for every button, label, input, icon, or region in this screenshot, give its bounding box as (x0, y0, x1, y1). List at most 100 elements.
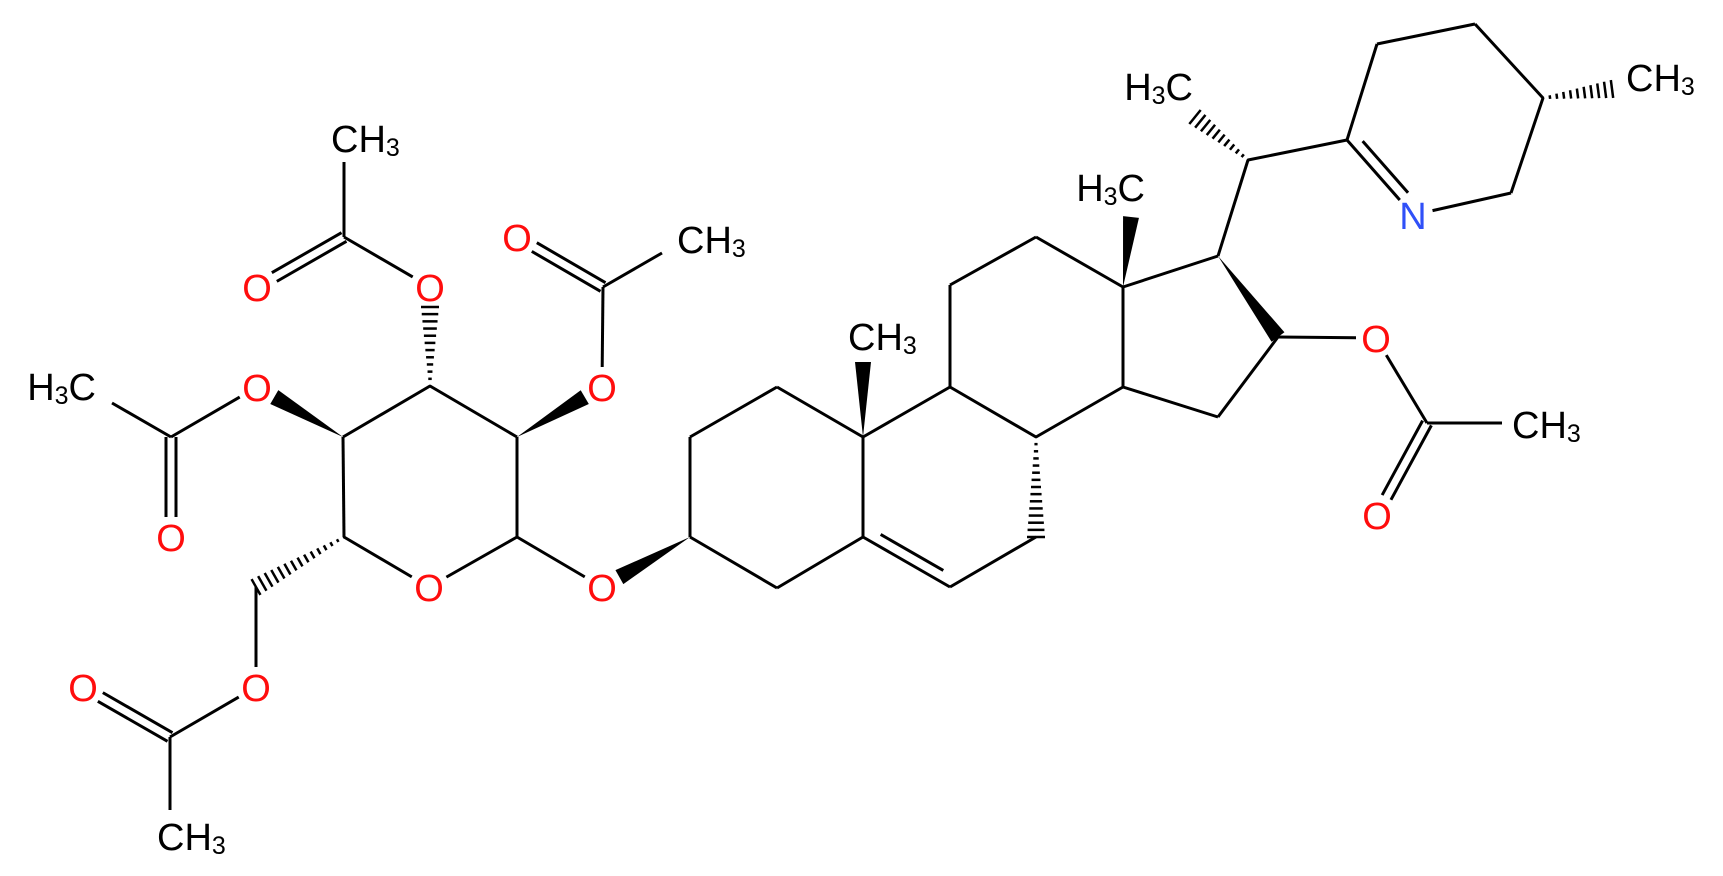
single-bond (862, 385, 951, 439)
single-bond (1247, 138, 1348, 162)
single-bond (1216, 336, 1280, 418)
wedge-bond (855, 362, 871, 437)
hash-mark (1194, 114, 1207, 129)
bonds (97, 22, 1615, 810)
methyl-group-label: CH3 (848, 317, 917, 360)
single-bond (949, 535, 1037, 589)
hash-mark (1205, 123, 1217, 136)
wedge-bond (615, 537, 690, 585)
double-bond-line (1389, 424, 1433, 501)
double-bond-line (1380, 419, 1424, 496)
hash-mark (283, 563, 292, 576)
methyl-group-label: CH3 (331, 119, 400, 162)
hashed-bond (250, 535, 346, 596)
single-bond (170, 395, 241, 439)
single-bond (602, 251, 663, 289)
methyl-group-label: CH3 (157, 817, 226, 860)
single-bond (1035, 385, 1124, 439)
single-bond (1122, 385, 1219, 419)
hash-mark (1589, 84, 1594, 99)
hash-mark (289, 560, 298, 572)
hash-mark (1217, 133, 1226, 144)
hash-mark (1223, 138, 1231, 147)
hashed-bond (421, 305, 439, 388)
wedge-bond (1218, 256, 1285, 342)
double-bond-line (276, 240, 348, 283)
oxygen-atom-label: O (68, 668, 98, 710)
oxygen-atom-label: O (502, 218, 532, 260)
hash-mark (1575, 88, 1580, 99)
single-bond (600, 286, 605, 368)
single-bond (169, 695, 240, 739)
oxygen-atom-label: O (241, 668, 271, 710)
single-bond (111, 401, 172, 439)
methyl-group-label: H3C (1124, 67, 1193, 110)
single-bond (689, 385, 778, 439)
hash-mark (296, 557, 304, 567)
single-bond (1035, 235, 1124, 289)
single-bond (1376, 22, 1476, 46)
hash-mark (1234, 148, 1241, 155)
single-bond (1277, 335, 1357, 340)
single-bond (429, 384, 518, 439)
hash-mark (257, 575, 268, 592)
single-bond (949, 385, 1037, 439)
nitrogen-atom-label: N (1399, 196, 1426, 238)
hash-mark (1188, 109, 1202, 125)
hash-mark (342, 535, 346, 539)
wedge-bond (270, 390, 343, 437)
hashed-bond (1541, 79, 1615, 100)
methyl-group-label: H3C (27, 367, 96, 410)
single-bond (1473, 22, 1545, 100)
oxygen-atom-label: O (242, 368, 272, 410)
double-bond-line (862, 535, 951, 589)
atom-labels: O O O O O O O O O O O O N CH3 H3C H3C CH3 CH3 CH3 CH3 H3C CH3 (27, 58, 1695, 860)
hash-mark (1609, 79, 1615, 99)
single-bond (949, 235, 1037, 287)
double-bond-line (531, 250, 602, 293)
hash-mark (322, 544, 328, 551)
double-bond-inner-line (1361, 140, 1410, 194)
hash-mark (335, 538, 340, 543)
hash-mark (1555, 93, 1559, 99)
oxygen-atom-label: O (587, 368, 617, 410)
methyl-group-label: CH3 (1626, 58, 1695, 101)
hash-mark (1596, 83, 1601, 99)
single-bond (1345, 43, 1379, 141)
single-bond (776, 385, 864, 439)
hash-mark (276, 566, 286, 580)
hash-mark (1199, 119, 1212, 133)
oxygen-atom-label: O (415, 268, 445, 310)
oxygen-atom-label: O (1362, 496, 1392, 538)
single-bond (343, 235, 414, 279)
methyl-group-label: CH3 (677, 220, 746, 263)
oxygen-atom-label: O (414, 568, 444, 610)
oxygen-atom-label: O (242, 268, 272, 310)
single-bond (343, 535, 413, 579)
wedge-bond (517, 390, 589, 437)
methyl-group-label: CH3 (1512, 405, 1581, 448)
double-bond-line (1345, 139, 1401, 201)
single-bond (341, 436, 346, 538)
hash-mark (1568, 90, 1573, 99)
hash-mark (329, 541, 334, 547)
hashed-bond (1188, 109, 1250, 162)
single-bond (516, 535, 586, 579)
hashed-bond (1027, 435, 1045, 539)
hash-mark (270, 569, 280, 584)
double-bond-line (97, 700, 169, 743)
methyl-group-label: H3C (1076, 168, 1145, 211)
double-bond-line (536, 241, 607, 284)
single-bond (1122, 254, 1219, 289)
oxygen-atom-label: O (1361, 319, 1391, 361)
hash-mark (263, 572, 274, 588)
oxygen-atom-label: O (587, 568, 617, 610)
single-bond (1385, 354, 1429, 424)
single-bond (1432, 191, 1512, 213)
single-bond (776, 535, 864, 590)
hash-mark (316, 547, 322, 555)
hash-mark (1562, 91, 1566, 99)
hash-mark (1602, 81, 1608, 99)
hash-mark (309, 550, 316, 559)
